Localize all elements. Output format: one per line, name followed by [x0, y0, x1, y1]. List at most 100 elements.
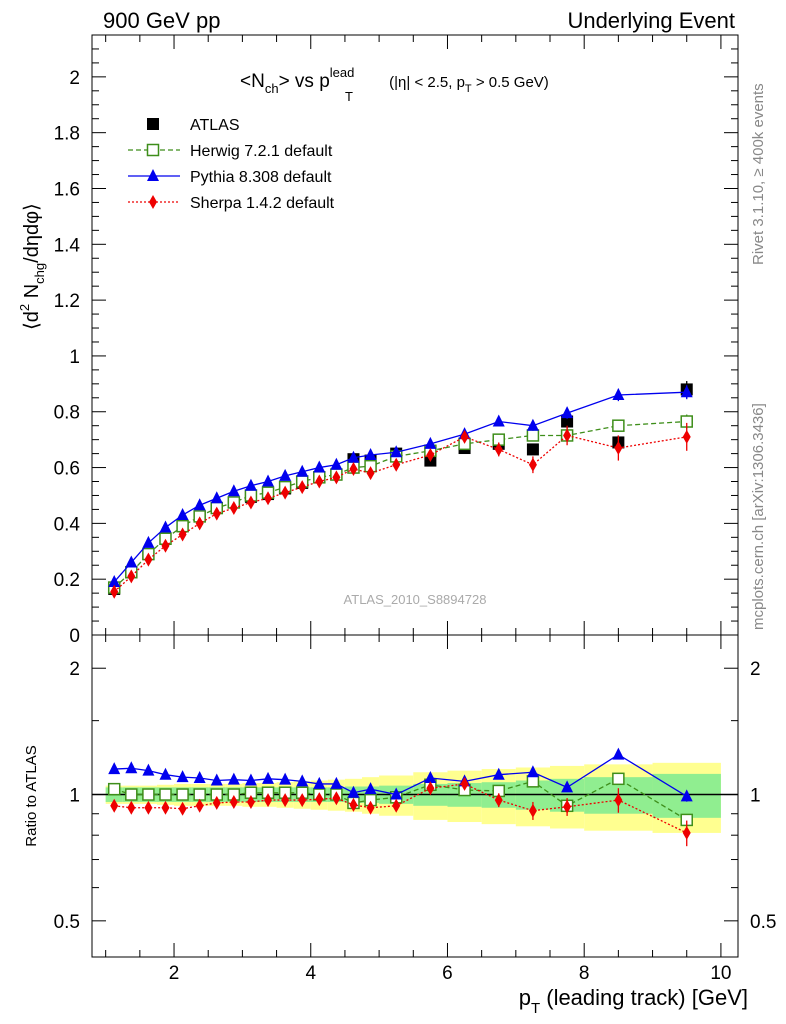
title-cut: (|η| < 2.5, p [385, 74, 465, 91]
main-y-tick-label: 2 [69, 68, 80, 89]
data-point [347, 450, 360, 463]
ratio-point [682, 825, 691, 840]
data-point [178, 527, 187, 542]
legend-marker [147, 169, 159, 181]
series-3 [110, 422, 691, 599]
data-point [315, 474, 324, 489]
header-left: 900 GeV pp [103, 8, 220, 33]
ratio-series-1 [108, 747, 693, 802]
rivet-label: Rivet 3.1.10, ≥ 400k events [750, 83, 767, 265]
ratio-point [614, 793, 623, 808]
data-point [460, 429, 469, 444]
ratio-y-tick-label-right: 1 [750, 786, 761, 807]
ratio-point [390, 787, 403, 800]
x-axis-label: pT (leading track) [GeV] [519, 985, 748, 1017]
data-point [612, 419, 625, 432]
ratio-point [424, 770, 437, 783]
x-tick-label: 4 [305, 963, 316, 984]
ratio-point [313, 776, 326, 789]
data-point [227, 484, 240, 497]
ratio-point [612, 747, 625, 760]
data-point [108, 574, 121, 587]
main-y-tick-label: 0.4 [54, 514, 81, 535]
data-point [212, 506, 221, 521]
data-point [563, 428, 572, 443]
data-point [313, 460, 326, 473]
data-point [262, 474, 275, 487]
ratio-series-2 [110, 776, 691, 847]
ratio-point [680, 789, 693, 802]
data-point [144, 552, 153, 567]
legend-marker [149, 195, 157, 209]
data-point [526, 429, 540, 442]
ratio-point [110, 798, 119, 813]
data-point [176, 508, 189, 520]
ratio-point [528, 803, 537, 818]
data-point [142, 535, 155, 548]
ratio-point [330, 776, 343, 789]
ratio-point [142, 788, 155, 801]
data-point [229, 501, 238, 516]
ratio-point [127, 800, 136, 815]
data-point [492, 414, 505, 427]
data-point [526, 418, 539, 431]
ratio-point [460, 776, 469, 791]
legend-marker [146, 143, 160, 157]
data-point [127, 569, 136, 584]
ratio-point [426, 781, 435, 796]
main-panel: 0 0.2 0.4 0.6 0.8 1 1.2 1.4 1.6 1.8 2 <Nch> vs ple… [17, 34, 739, 647]
title-sup: lead [330, 65, 355, 80]
ratio-point [159, 767, 172, 780]
mcplots-label: mcplots.cern.ch [arXiv:1306.3436] [750, 403, 767, 630]
ratio-point [193, 788, 206, 801]
ratio-point [392, 798, 401, 813]
ratio-y-tick-label: 2 [69, 659, 80, 680]
ratio-point [142, 763, 155, 776]
x-tick-label: 2 [169, 963, 180, 984]
main-y-tick-label: 1.6 [54, 179, 80, 200]
data-point [110, 584, 119, 599]
main-plot-area [107, 381, 693, 599]
data-point [246, 495, 255, 510]
data-point [494, 442, 503, 457]
ratio-point [227, 772, 240, 785]
data-point [279, 468, 292, 481]
ratio-point [193, 770, 206, 783]
data-point [392, 457, 401, 472]
data-point [332, 470, 341, 485]
ratio-point [296, 774, 309, 787]
plot-title: <Nch> vs plead T (|η| < 2.5, pT > 0.5 GeV… [240, 65, 549, 104]
data-point [680, 385, 693, 398]
ratio-point [108, 762, 121, 775]
legend: ATLAS Herwig 7.2.1 default Pythia 8.308 de… [128, 117, 335, 212]
legend-marker [147, 118, 159, 130]
x-tick-label: 10 [710, 963, 731, 984]
data-point [424, 436, 437, 449]
ratio-y-tick-label: 1 [69, 786, 80, 807]
series-line [113, 391, 687, 583]
ratio-point [298, 793, 307, 808]
data-point [195, 516, 204, 531]
main-y-tick-label: 1.4 [54, 235, 81, 256]
title-cut-sub: T [465, 83, 472, 95]
ratio-panel: 0.5 0.5 1 1 2 2 2 4 6 8 10 Ratio to ATLAS pT (lea… [23, 634, 776, 1017]
ratio-y-label: Ratio to ATLAS [23, 745, 40, 846]
ratio-frame [91, 634, 739, 958]
legend-label: ATLAS [190, 117, 240, 134]
ratio-point [176, 788, 189, 801]
data-point [244, 478, 257, 491]
ratio-point [159, 788, 172, 801]
ratio-point [125, 788, 138, 801]
main-x-ticks [105, 35, 722, 635]
ratio-point [526, 775, 540, 788]
ratio-point [262, 771, 275, 784]
main-y-tick-label: 0.8 [54, 403, 80, 424]
main-y-tick-label: 1.2 [54, 291, 80, 312]
ratio-point [561, 780, 574, 793]
data-point [366, 466, 375, 481]
ratio-point [210, 773, 223, 786]
data-point [364, 448, 377, 460]
main-y-tick-label: 0 [69, 626, 80, 647]
data-point [614, 441, 623, 456]
